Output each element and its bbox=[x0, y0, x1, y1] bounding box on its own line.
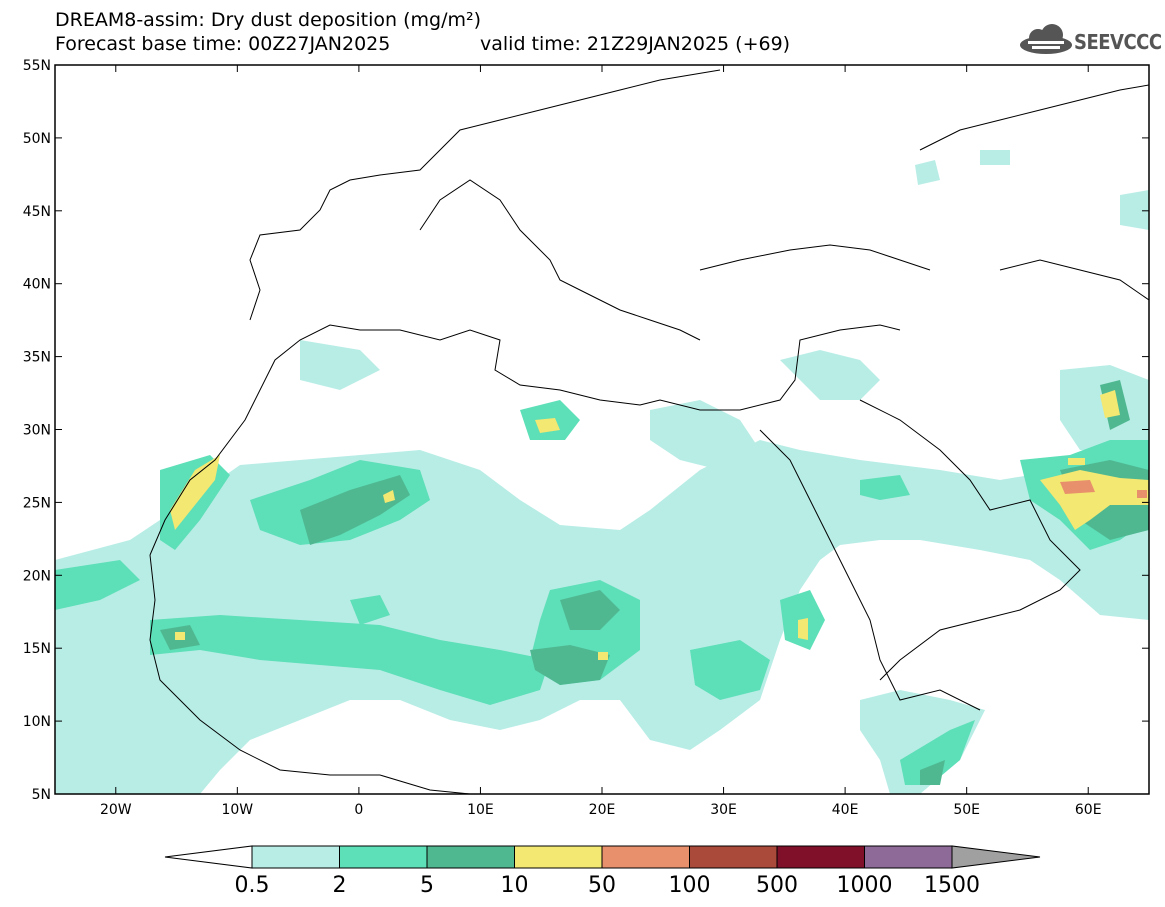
colorbar-swatch bbox=[689, 845, 778, 869]
longitude-axis: 20W 10W 0 10E 20E 30E 40E 50E 60E bbox=[100, 65, 1102, 818]
forecast-base-time: Forecast base time: 00Z27JAN2025 bbox=[55, 33, 391, 55]
colorbar-level-label: 500 bbox=[756, 873, 798, 898]
dust-fields bbox=[55, 150, 1149, 794]
colorbar-level-label: 1500 bbox=[924, 873, 980, 898]
colorbar-level-label: 1000 bbox=[837, 873, 893, 898]
lat-tick-label: 55N bbox=[23, 58, 51, 74]
colorbar-over-triangle bbox=[951, 845, 1041, 869]
lat-tick-label: 15N bbox=[23, 641, 51, 657]
valid-time: valid time: 21Z29JAN2025 (+69) bbox=[480, 33, 791, 55]
colorbar-level-label: 100 bbox=[669, 873, 711, 898]
colorbar-swatch bbox=[251, 845, 340, 869]
colorbar-level-label: 5 bbox=[420, 873, 434, 898]
lat-tick-label: 5N bbox=[32, 787, 51, 803]
lon-tick-label: 20E bbox=[589, 802, 616, 818]
colorbar-swatch bbox=[864, 845, 953, 869]
lon-tick-label: 30E bbox=[710, 802, 737, 818]
lat-tick-label: 10N bbox=[23, 714, 51, 730]
lon-tick-label: 10W bbox=[221, 802, 253, 818]
lon-tick-label: 0 bbox=[354, 802, 363, 818]
lon-tick-label: 50E bbox=[953, 802, 980, 818]
lat-tick-label: 45N bbox=[23, 204, 51, 220]
coastlines bbox=[149, 69, 1149, 794]
lat-tick-label: 30N bbox=[23, 423, 51, 439]
colorbar-level-label: 10 bbox=[501, 873, 529, 898]
lon-tick-label: 40E bbox=[832, 802, 859, 818]
cloud-logo-icon bbox=[1020, 24, 1072, 54]
colorbar-swatch bbox=[426, 845, 515, 869]
logo-text: SEEVCCC bbox=[1074, 30, 1162, 54]
colorbar-under-triangle bbox=[164, 845, 253, 869]
dust-level-50 bbox=[1060, 480, 1147, 498]
lat-tick-label: 35N bbox=[23, 350, 51, 366]
lat-tick-label: 40N bbox=[23, 277, 51, 293]
colorbar-level-label: 2 bbox=[333, 873, 347, 898]
colorbar-swatch bbox=[339, 845, 428, 869]
lon-tick-label: 60E bbox=[1075, 802, 1102, 818]
lat-tick-label: 50N bbox=[23, 131, 51, 147]
lon-tick-label: 20W bbox=[100, 802, 132, 818]
lat-tick-label: 20N bbox=[23, 568, 51, 584]
lon-tick-label: 10E bbox=[467, 802, 494, 818]
latitude-axis: 5N 10N 15N 20N 25N 30N 35N 40N 45N 50N 55N bbox=[23, 58, 1149, 803]
map-title: DREAM8-assim: Dry dust deposition (mg/m²… bbox=[55, 9, 482, 31]
colorbar-swatch bbox=[776, 845, 865, 869]
colorbar-swatch bbox=[514, 845, 603, 869]
colorbar: 0.5 2 5 10 50 100 500 1000 1500 bbox=[164, 845, 1041, 898]
lat-tick-label: 25N bbox=[23, 495, 51, 511]
colorbar-level-label: 0.5 bbox=[235, 873, 270, 898]
colorbar-swatch bbox=[601, 845, 690, 869]
colorbar-level-label: 50 bbox=[588, 873, 616, 898]
